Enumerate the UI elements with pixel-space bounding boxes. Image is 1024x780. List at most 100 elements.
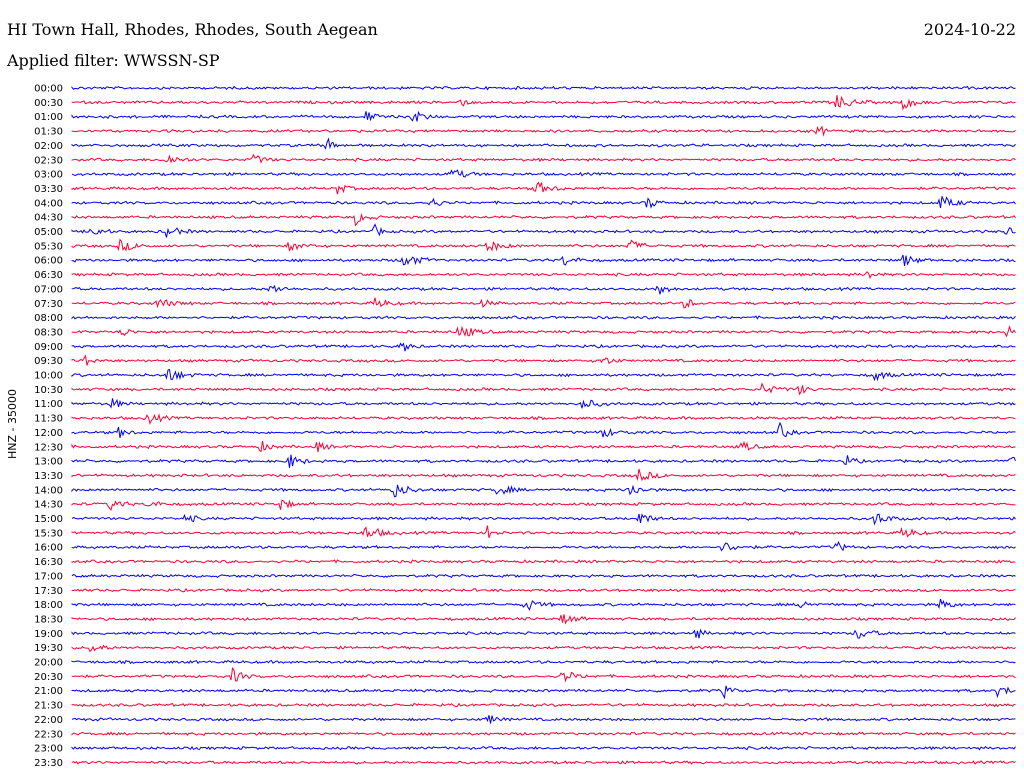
time-label: 03:00 [34,170,63,181]
trace-line [71,238,1016,252]
time-label: 16:30 [34,557,63,568]
trace-line [71,666,1016,683]
time-label: 12:00 [34,428,63,439]
time-label: 15:30 [34,528,63,539]
trace-line [71,169,1016,178]
trace-line [71,513,1016,526]
trace-line [71,223,1016,238]
trace-line [71,110,1016,122]
time-label: 16:00 [34,543,63,554]
time-label: 05:30 [34,241,63,252]
time-label: 18:30 [34,614,63,625]
trace-line [71,644,1016,653]
time-label: 07:00 [34,284,63,295]
trace-line [71,196,1016,209]
time-label: 09:00 [34,342,63,353]
time-label-group: 00:00 00:30 01:00 01:30 02:00 02:30 03:00 03:30… [34,84,63,769]
trace-line [71,573,1016,579]
time-label: 12:30 [34,442,63,453]
time-label: 00:00 [34,84,63,95]
time-label: 22:00 [34,715,63,726]
time-label: 13:00 [34,457,63,468]
time-label: 01:30 [34,127,63,138]
trace-line [71,760,1016,765]
time-label: 13:30 [34,471,63,482]
time-label: 05:00 [34,227,63,238]
trace-line [71,125,1016,137]
trace-line [71,440,1016,453]
trace-line [71,325,1016,338]
time-label: 11:00 [34,399,63,410]
time-label: 21:00 [34,686,63,697]
time-label: 22:30 [34,729,63,740]
trace-line [71,181,1016,195]
trace-line [71,85,1016,91]
trace-line [71,382,1016,396]
trace-line [71,659,1016,665]
y-axis-label: HNZ - 35000 [6,389,19,459]
trace-line [71,421,1016,439]
trace-line [71,468,1016,482]
time-label: 19:00 [34,629,63,640]
trace-line [71,354,1016,366]
trace-line [71,271,1016,279]
trace-group [71,85,1016,765]
time-label: 09:30 [34,356,63,367]
trace-line [71,598,1016,611]
time-label: 06:30 [34,270,63,281]
time-label: 21:30 [34,701,63,712]
trace-line [71,731,1016,736]
time-label: 11:30 [34,414,63,425]
time-label: 01:00 [34,112,63,123]
trace-line [71,137,1016,150]
trace-line [71,559,1016,564]
time-label: 14:30 [34,500,63,511]
trace-line [71,499,1016,511]
trace-line [71,702,1016,708]
time-label: 07:30 [34,299,63,310]
trace-line [71,254,1016,266]
time-label: 19:30 [34,643,63,654]
time-label: 08:00 [34,313,63,324]
time-label: 23:00 [34,744,63,755]
trace-line [71,685,1016,700]
time-label: 02:30 [34,155,63,166]
trace-line [71,95,1016,111]
time-label: 17:00 [34,571,63,582]
time-label: 03:30 [34,184,63,195]
time-label: 02:00 [34,141,63,152]
date-label: 2024-10-22 [923,20,1016,39]
time-label: 10:00 [34,371,63,382]
trace-line [71,745,1016,751]
filter-label: Applied filter: WWSSN-SP [7,51,220,70]
trace-line [71,484,1016,498]
time-label: 04:00 [34,198,63,209]
time-label: 23:30 [34,758,63,769]
trace-line [71,454,1016,468]
trace-line [71,315,1016,320]
time-label: 04:30 [34,213,63,224]
time-label: 15:00 [34,514,63,525]
trace-line [71,153,1016,164]
time-label: 17:30 [34,586,63,597]
trace-line [71,540,1016,552]
trace-line [71,342,1016,352]
time-label: 20:00 [34,658,63,669]
trace-line [71,628,1016,639]
trace-line [71,212,1016,227]
trace-line [71,398,1016,409]
trace-line [71,368,1016,382]
time-label: 14:00 [34,485,63,496]
trace-line [71,413,1016,425]
trace-line [71,525,1016,539]
time-label: 18:00 [34,600,63,611]
time-label: 06:00 [34,256,63,267]
time-label: 08:30 [34,327,63,338]
trace-line [71,715,1016,724]
trace-line [71,284,1016,295]
station-title: HI Town Hall, Rhodes, Rhodes, South Aege… [7,20,378,39]
time-label: 10:30 [34,385,63,396]
trace-line [71,297,1016,309]
trace-line [71,587,1016,593]
